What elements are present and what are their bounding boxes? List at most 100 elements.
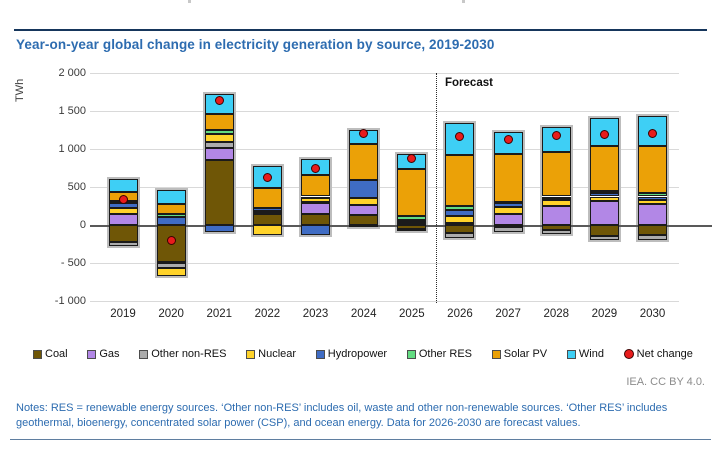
bar-segment-other-non-res-2026 — [445, 233, 475, 239]
bar-segment-other-res-2020 — [156, 213, 186, 217]
plot-area: Forecast — [90, 73, 679, 303]
forecast-label: Forecast — [445, 77, 493, 89]
bar-segment-hydropower-2022 — [252, 207, 282, 211]
bar-outline-2030 — [636, 114, 670, 242]
bar-segment-other-res-2021 — [204, 130, 234, 134]
legend-label: Nuclear — [258, 348, 297, 360]
top-divider — [14, 29, 707, 31]
bar-segment-wind-2020 — [156, 190, 186, 205]
y-tick-label: 0 — [79, 219, 86, 231]
net-change-dot-2019 — [118, 194, 128, 204]
net-change-dot-2026 — [455, 131, 465, 141]
bar-outline-2029 — [587, 116, 621, 243]
net-change-dot-2028 — [551, 130, 561, 140]
bar-outline-2027 — [491, 130, 525, 235]
gridline — [90, 73, 679, 74]
bar-segment-coal-2029 — [589, 225, 619, 236]
bar-segment-solar-pv-2025 — [397, 168, 427, 216]
bar-segment-coal-2026 — [445, 225, 475, 234]
legend-swatch — [566, 349, 576, 359]
bar-segment-gas-2026 — [445, 223, 475, 226]
bar-segment-other-res-2028 — [541, 196, 571, 199]
gridline — [90, 301, 679, 302]
bar-segment-gas-2028 — [541, 206, 571, 225]
legend-swatch — [33, 349, 42, 359]
net-change-dot-2022 — [262, 173, 272, 183]
legend-swatch — [406, 349, 416, 359]
bar-segment-gas-2024 — [349, 204, 379, 216]
x-tick-label-2027: 2027 — [495, 308, 521, 320]
bar-segment-other-non-res-2022 — [252, 210, 282, 213]
bottom-divider — [10, 439, 711, 440]
bar-segment-other-non-res-2025 — [397, 229, 427, 232]
legend-swatch — [315, 349, 325, 359]
bar-segment-hydropower-2025 — [397, 219, 427, 222]
bar-segment-other-non-res-2024 — [349, 225, 379, 228]
net-change-dot-2025 — [407, 154, 417, 164]
bar-outline-2021 — [202, 91, 236, 234]
x-tick-label-2026: 2026 — [447, 308, 473, 320]
bar-segment-solar-pv-2021 — [204, 114, 234, 130]
net-change-dot-2027 — [503, 135, 513, 144]
bar-segment-other-res-2026 — [445, 206, 475, 211]
bar-outline-2020 — [154, 188, 188, 278]
legend-item-coal: Coal — [33, 348, 68, 360]
bar-segment-hydropower-2029 — [589, 193, 619, 197]
legend-item-gas: Gas — [87, 348, 120, 360]
y-tick-label: 2 000 — [58, 67, 86, 79]
bar-segment-coal-2022 — [252, 213, 282, 225]
bar-segment-hydropower-2021 — [204, 225, 234, 232]
net-change-dot-2021 — [214, 96, 224, 106]
bar-segment-solar-pv-2022 — [252, 187, 282, 208]
legend-item-other-res: Other RES — [406, 348, 472, 360]
bar-segment-nuclear-2026 — [445, 216, 475, 224]
x-tick-label-2025: 2025 — [399, 308, 425, 320]
net-change-dot-2024 — [359, 128, 369, 138]
bar-segment-gas-2030 — [638, 204, 668, 225]
x-tick-label-2021: 2021 — [206, 308, 233, 320]
bar-segment-other-res-2030 — [638, 193, 668, 197]
net-change-dot-2020 — [166, 235, 176, 245]
legend-label: Coal — [45, 348, 68, 360]
bar-segment-other-res-2023 — [301, 196, 331, 199]
gridline — [90, 111, 679, 112]
bar-segment-coal-2028 — [541, 225, 571, 231]
x-tick-label-2028: 2028 — [543, 308, 570, 320]
bar-segment-nuclear-2021 — [204, 133, 234, 143]
chart-title: Year-on-year global change in electricit… — [16, 37, 495, 52]
bar-segment-gas-2029 — [589, 201, 619, 225]
bar-segment-other-non-res-2023 — [301, 202, 331, 205]
legend-item-nuclear: Nuclear — [246, 348, 296, 360]
crop-artifact — [188, 0, 191, 3]
bar-segment-hydropower-2023 — [301, 225, 331, 235]
legend-item-hydropower: Hydropower — [315, 348, 388, 360]
bar-segment-coal-2030 — [638, 225, 668, 236]
crop-artifact — [462, 0, 465, 3]
bar-segment-other-non-res-2027 — [493, 226, 523, 233]
net-change-dot-2023 — [311, 163, 321, 173]
bar-segment-nuclear-2029 — [589, 196, 619, 202]
bar-segment-solar-pv-2023 — [301, 175, 331, 197]
legend-label: Net change — [636, 348, 693, 360]
bar-segment-other-res-2029 — [589, 190, 619, 194]
bar-outline-2028 — [539, 124, 573, 236]
legend-item-solar-pv: Solar PV — [491, 348, 547, 360]
legend-label: Hydropower — [327, 348, 388, 360]
bar-outline-2019 — [106, 177, 140, 248]
bar-segment-hydropower-2020 — [156, 216, 186, 225]
bar-segment-nuclear-2019 — [108, 207, 138, 215]
legend-label: Other non-RES — [151, 348, 227, 360]
bar-segment-coal-2024 — [349, 215, 379, 225]
bar-segment-nuclear-2028 — [541, 199, 571, 206]
bar-segment-gas-2023 — [301, 202, 331, 215]
bar-segment-solar-pv-2026 — [445, 155, 475, 206]
chart-legend: Coal Gas Other non-RES Nuclear Hydropower Oth… — [33, 348, 693, 360]
bar-segment-other-res-2025 — [397, 215, 427, 220]
bar-segment-solar-pv-2024 — [349, 144, 379, 181]
x-tick-label-2030: 2030 — [639, 308, 666, 320]
bar-segment-other-non-res-2030 — [638, 235, 668, 240]
y-tick-label: 1 000 — [58, 143, 86, 155]
y-tick-label: - 500 — [60, 257, 86, 269]
bar-segment-other-non-res-2029 — [589, 235, 619, 241]
